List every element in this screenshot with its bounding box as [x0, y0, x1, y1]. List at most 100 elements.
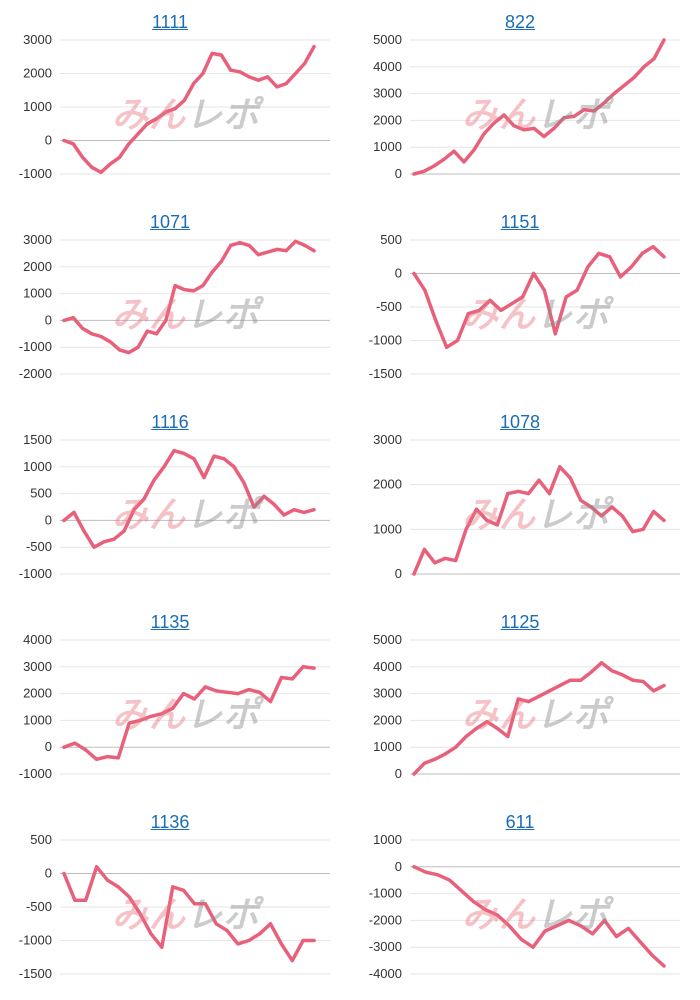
data-point [495, 523, 499, 527]
data-point [162, 465, 166, 469]
series-line [412, 865, 666, 968]
data-point [599, 514, 604, 518]
data-point [510, 302, 514, 306]
chart-title-link[interactable]: 822 [504, 12, 536, 32]
data-point [422, 761, 427, 765]
y-tick-label: 5000 [373, 632, 402, 647]
chart-title-link[interactable]: 1078 [499, 412, 541, 432]
chart-title-link[interactable]: 1116 [151, 412, 189, 432]
data-point [142, 497, 146, 501]
y-tick-label: 0 [45, 512, 52, 527]
data-point [149, 932, 153, 936]
data-point [192, 289, 196, 293]
data-point [312, 45, 316, 49]
data-point [222, 457, 226, 461]
chart-title-link[interactable]: 1136 [150, 812, 190, 832]
y-tick-label: 0 [395, 166, 402, 181]
chart-title-link[interactable]: 1125 [500, 612, 540, 632]
data-point [506, 492, 510, 496]
data-point [466, 312, 470, 316]
y-tick-label: 3000 [373, 432, 402, 447]
data-point [203, 685, 207, 689]
data-point [99, 334, 103, 339]
data-point [662, 38, 666, 42]
data-point [229, 243, 233, 247]
y-tick-label: 0 [45, 133, 52, 148]
data-point [102, 540, 106, 544]
data-point [474, 726, 479, 731]
chart-title-link[interactable]: 611 [505, 812, 535, 832]
data-point [160, 712, 164, 716]
data-point [219, 259, 224, 264]
series-line [62, 865, 316, 963]
line-chart: 3000 2000 1000 0 -1000 -2000 [19, 232, 330, 381]
data-point [464, 734, 468, 739]
y-tick-label: -1500 [19, 966, 52, 981]
y-tick-label: 0 [45, 312, 52, 327]
data-point [201, 71, 205, 76]
chart-title-link[interactable]: 1151 [500, 212, 540, 232]
data-point [284, 249, 288, 253]
data-point [292, 508, 296, 512]
data-point [629, 265, 633, 269]
data-point [210, 51, 214, 55]
data-point [95, 865, 99, 869]
data-point [564, 295, 568, 299]
data-point [626, 926, 630, 931]
data-point [631, 678, 635, 682]
chart-title-link[interactable]: 1111 [151, 12, 189, 32]
chart-title-link[interactable]: 1071 [149, 212, 191, 232]
chart-cell-1071: 1071 3000 2000 1000 0 -1000 -2000 みんレポ [0, 200, 340, 396]
data-point [171, 706, 175, 710]
data-point [303, 243, 307, 247]
data-point [602, 918, 607, 922]
y-tick-label: 2000 [23, 259, 52, 274]
data-point [266, 75, 270, 79]
data-point [537, 478, 541, 482]
data-point [112, 537, 116, 541]
line-chart: 500 0 -500 -1000 -1500 [19, 832, 330, 981]
data-point [612, 92, 616, 96]
data-point [127, 350, 131, 355]
y-tick-label: -1000 [19, 566, 52, 581]
y-tick-label: 1000 [373, 521, 402, 536]
data-point [258, 932, 262, 936]
line-chart: 4000 3000 2000 1000 0 -1000 [19, 632, 330, 781]
data-point [62, 138, 66, 143]
y-tick-label: -2000 [369, 912, 402, 927]
data-point [303, 61, 307, 66]
data-point [519, 937, 523, 941]
y-tick-label: -500 [26, 539, 52, 554]
y-tick-label: -2000 [19, 366, 52, 381]
data-point [445, 345, 449, 349]
y-tick-label: 1000 [23, 459, 52, 474]
data-point [181, 888, 186, 892]
data-point [105, 878, 110, 882]
data-point [99, 170, 103, 174]
data-point [214, 689, 218, 693]
data-point [84, 898, 88, 902]
y-tick-label: 2000 [23, 66, 52, 81]
data-point [522, 128, 526, 132]
data-point [434, 318, 438, 322]
data-point [542, 288, 547, 292]
data-point [62, 318, 66, 322]
data-point [464, 527, 468, 531]
data-point [138, 912, 142, 916]
data-point [238, 70, 242, 74]
line-chart: 5000 4000 3000 2000 1000 0 [373, 32, 680, 181]
data-point [579, 924, 583, 928]
y-tick-label: 1000 [23, 712, 52, 727]
data-point [412, 572, 416, 576]
data-point [424, 870, 428, 874]
data-point [471, 900, 476, 904]
data-point [301, 665, 305, 669]
data-point [192, 902, 197, 906]
data-point [247, 243, 251, 247]
data-point [117, 348, 122, 352]
chart-title-link[interactable]: 1135 [150, 612, 190, 632]
data-point [182, 451, 186, 455]
data-point [275, 247, 279, 251]
data-point [301, 938, 305, 943]
data-point [136, 345, 140, 349]
